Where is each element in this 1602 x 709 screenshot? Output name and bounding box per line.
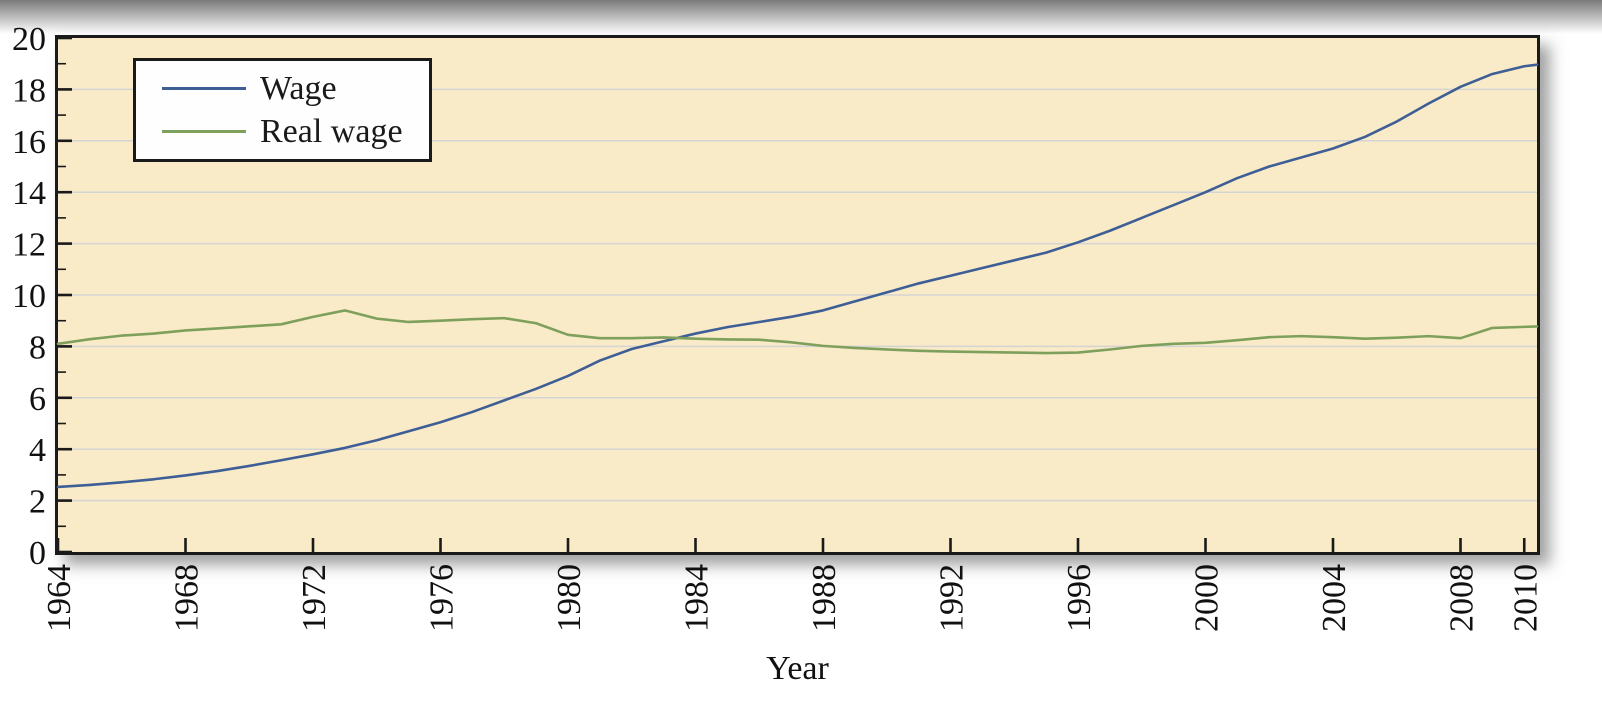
x-tick-label: 1984 <box>679 564 716 632</box>
wage-line-swatch <box>162 87 246 90</box>
x-tick-label: 2010 <box>1507 564 1544 632</box>
y-tick-label: 6 <box>29 381 46 418</box>
x-tick-label: 2004 <box>1316 564 1353 632</box>
legend-item-wage: Wage <box>162 69 429 107</box>
y-tick-label: 12 <box>12 227 46 264</box>
x-axis-labels: 1964 1968 1972 1976 1980 1984 1988 1992 1996 2000… <box>41 564 1544 632</box>
real-wage-legend-label: Real wage <box>260 112 403 150</box>
y-tick-label: 4 <box>29 432 46 469</box>
x-tick-label: 2000 <box>1189 564 1226 632</box>
y-tick-label: 16 <box>12 124 46 161</box>
x-axis-title: Year <box>766 650 829 687</box>
x-tick-label: 1968 <box>169 564 206 632</box>
x-tick-label: 1980 <box>551 564 588 632</box>
y-tick-label: 8 <box>29 329 46 366</box>
x-tick-label: 1964 <box>41 564 78 632</box>
y-tick-label: 18 <box>12 72 46 109</box>
y-tick-label: 2 <box>29 484 46 521</box>
y-tick-label: 0 <box>29 535 46 572</box>
x-tick-label: 1992 <box>934 564 971 632</box>
x-tick-label: 1988 <box>806 564 843 632</box>
x-tick-label: 1972 <box>296 564 333 632</box>
real-wage-line-swatch <box>162 130 246 133</box>
wage-legend-label: Wage <box>260 69 337 107</box>
x-tick-label: 1976 <box>424 564 461 632</box>
x-tick-label: 2008 <box>1444 564 1481 632</box>
top-shadow-gradient <box>0 0 1602 34</box>
legend: Wage Real wage <box>133 58 432 162</box>
y-tick-label: 14 <box>12 175 46 212</box>
x-tick-label: 1996 <box>1061 564 1098 632</box>
legend-item-real-wage: Real wage <box>162 112 429 150</box>
y-tick-label: 10 <box>12 278 46 315</box>
